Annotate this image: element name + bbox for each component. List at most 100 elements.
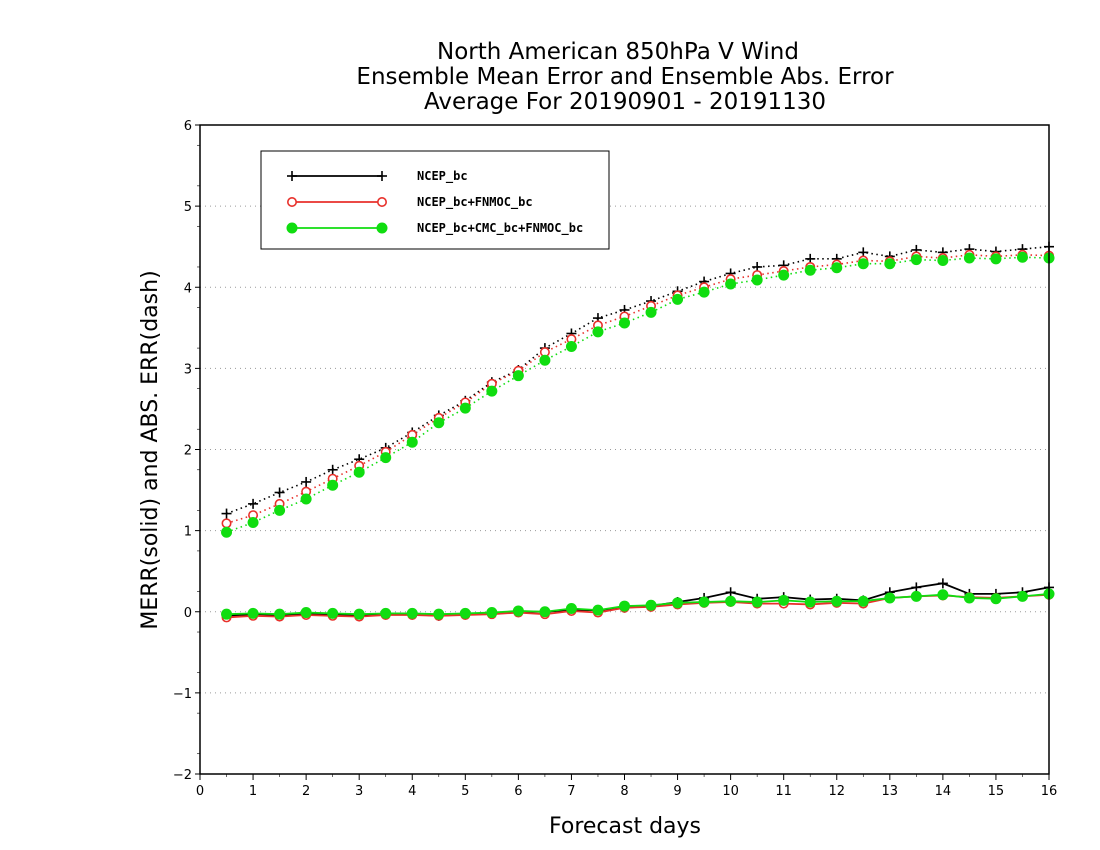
point-merr-ncep-bc-cmc-bc-fnmoc-bc bbox=[990, 593, 1002, 605]
point-abs-err-ncep-bc bbox=[274, 487, 285, 498]
legend-marker-ncep-bc-fnmoc-bc bbox=[376, 197, 387, 208]
point-merr-ncep-bc-cmc-bc-fnmoc-bc bbox=[592, 604, 604, 616]
x-tick-label: 11 bbox=[775, 784, 792, 799]
y-tick-label: 2 bbox=[184, 444, 192, 459]
x-tick-label: 10 bbox=[722, 784, 739, 799]
point-abs-err-ncep-bc-cmc-bc-fnmoc-bc bbox=[645, 306, 657, 318]
x-tick-label: 9 bbox=[673, 784, 681, 799]
point-merr-ncep-bc-cmc-bc-fnmoc-bc bbox=[778, 594, 790, 606]
point-merr-ncep-bc-cmc-bc-fnmoc-bc bbox=[353, 608, 365, 620]
point-abs-err-ncep-bc-cmc-bc-fnmoc-bc bbox=[327, 479, 339, 491]
y-tick-label: 0 bbox=[184, 606, 192, 621]
point-merr-ncep-bc-cmc-bc-fnmoc-bc bbox=[672, 597, 684, 609]
point-abs-err-ncep-bc-cmc-bc-fnmoc-bc bbox=[804, 264, 816, 276]
point-abs-err-ncep-bc-cmc-bc-fnmoc-bc bbox=[1016, 251, 1028, 263]
point-abs-err-ncep-bc-cmc-bc-fnmoc-bc bbox=[857, 258, 869, 270]
x-tick-label: 13 bbox=[882, 784, 899, 799]
point-abs-err-ncep-bc-cmc-bc-fnmoc-bc bbox=[300, 493, 312, 505]
point-merr-ncep-bc-cmc-bc-fnmoc-bc bbox=[884, 592, 896, 604]
point-merr-ncep-bc-cmc-bc-fnmoc-bc bbox=[910, 590, 922, 602]
series-line-abs-err-ncep-bc-fnmoc-bc bbox=[226, 253, 1050, 525]
x-tick-label: 1 bbox=[249, 784, 257, 799]
point-merr-ncep-bc-cmc-bc-fnmoc-bc bbox=[698, 596, 710, 608]
legend-marker-ncep-bc bbox=[377, 171, 387, 181]
point-merr-ncep-bc-cmc-bc-fnmoc-bc bbox=[512, 605, 524, 617]
legend-marker-ncep-bc-cmc-bc-fnmoc-bc bbox=[286, 222, 298, 234]
y-tick-label: 5 bbox=[184, 200, 192, 215]
y-tick-label: 4 bbox=[184, 281, 192, 296]
y-tick-label: 6 bbox=[184, 119, 192, 134]
point-abs-err-ncep-bc-cmc-bc-fnmoc-bc bbox=[486, 385, 498, 397]
y-axis-label: MERR(solid) and ABS. ERR(dash) bbox=[138, 270, 163, 629]
point-merr-ncep-bc-cmc-bc-fnmoc-bc bbox=[486, 607, 498, 619]
point-abs-err-ncep-bc-cmc-bc-fnmoc-bc bbox=[565, 340, 577, 352]
x-tick-label: 3 bbox=[355, 784, 363, 799]
point-abs-err-ncep-bc-cmc-bc-fnmoc-bc bbox=[539, 354, 551, 366]
point-merr-ncep-bc-cmc-bc-fnmoc-bc bbox=[725, 595, 737, 607]
point-abs-err-ncep-bc-cmc-bc-fnmoc-bc bbox=[459, 402, 471, 414]
point-merr-ncep-bc-cmc-bc-fnmoc-bc bbox=[406, 607, 418, 619]
point-abs-err-ncep-bc-cmc-bc-fnmoc-bc bbox=[221, 526, 233, 538]
legend-box bbox=[260, 150, 610, 250]
y-axis: −2 −1 0 1 2 3 4 5 6 bbox=[173, 119, 200, 783]
grid bbox=[200, 205, 1049, 694]
point-abs-err-ncep-bc bbox=[221, 508, 232, 519]
point-merr-ncep-bc-cmc-bc-fnmoc-bc bbox=[459, 607, 471, 619]
point-abs-err-ncep-bc bbox=[301, 476, 312, 487]
point-merr-ncep-bc-cmc-bc-fnmoc-bc bbox=[937, 589, 949, 601]
chart-subtitle-period: Average For 20190901 - 20191130 bbox=[424, 89, 826, 115]
point-merr-ncep-bc-cmc-bc-fnmoc-bc bbox=[645, 599, 657, 611]
legend-marker-ncep-bc-fnmoc-bc bbox=[286, 197, 297, 208]
chart-subtitle: Ensemble Mean Error and Ensemble Abs. Er… bbox=[356, 64, 894, 90]
point-abs-err-ncep-bc-cmc-bc-fnmoc-bc bbox=[751, 274, 763, 286]
point-abs-err-ncep-bc-fnmoc-bc bbox=[221, 518, 232, 529]
point-abs-err-ncep-bc-cmc-bc-fnmoc-bc bbox=[353, 466, 365, 478]
point-abs-err-ncep-bc-cmc-bc-fnmoc-bc bbox=[910, 254, 922, 266]
x-tick-label: 12 bbox=[828, 784, 845, 799]
point-abs-err-ncep-bc-cmc-bc-fnmoc-bc bbox=[247, 517, 259, 529]
x-tick-label: 5 bbox=[461, 784, 469, 799]
point-abs-err-ncep-bc-cmc-bc-fnmoc-bc bbox=[937, 254, 949, 266]
series-line-abs-err-ncep-bc-cmc-bc-fnmoc-bc bbox=[226, 256, 1050, 533]
x-tick-label: 8 bbox=[620, 784, 628, 799]
point-merr-ncep-bc-cmc-bc-fnmoc-bc bbox=[539, 606, 551, 618]
point-merr-ncep-bc-cmc-bc-fnmoc-bc bbox=[565, 603, 577, 615]
point-abs-err-ncep-bc-cmc-bc-fnmoc-bc bbox=[778, 269, 790, 281]
legend-label-ncep-bc-cmc-bc-fnmoc-bc: NCEP_bc+CMC_bc+FNMOC_bc bbox=[417, 221, 583, 236]
y-tick-label: 3 bbox=[184, 362, 192, 377]
point-abs-err-ncep-bc bbox=[327, 464, 338, 475]
point-merr-ncep-bc bbox=[937, 578, 948, 589]
point-merr-ncep-bc bbox=[911, 582, 922, 593]
x-tick-label: 15 bbox=[988, 784, 1005, 799]
point-merr-ncep-bc-cmc-bc-fnmoc-bc bbox=[751, 596, 763, 608]
point-abs-err-ncep-bc-cmc-bc-fnmoc-bc bbox=[963, 252, 975, 264]
point-merr-ncep-bc-cmc-bc-fnmoc-bc bbox=[327, 607, 339, 619]
legend-marker-ncep-bc bbox=[287, 171, 297, 181]
point-merr-ncep-bc-cmc-bc-fnmoc-bc bbox=[433, 608, 445, 620]
point-merr-ncep-bc-cmc-bc-fnmoc-bc bbox=[274, 608, 286, 620]
point-abs-err-ncep-bc bbox=[248, 498, 259, 509]
point-merr-ncep-bc bbox=[725, 587, 736, 598]
point-merr-ncep-bc-cmc-bc-fnmoc-bc bbox=[831, 595, 843, 607]
point-abs-err-ncep-bc-cmc-bc-fnmoc-bc bbox=[512, 370, 524, 382]
x-axis-label: Forecast days bbox=[549, 814, 701, 839]
point-abs-err-ncep-bc-cmc-bc-fnmoc-bc bbox=[831, 262, 843, 274]
point-abs-err-ncep-bc-cmc-bc-fnmoc-bc bbox=[990, 253, 1002, 265]
point-merr-ncep-bc-cmc-bc-fnmoc-bc bbox=[380, 607, 392, 619]
point-merr-ncep-bc-cmc-bc-fnmoc-bc bbox=[300, 607, 312, 619]
point-merr-ncep-bc-cmc-bc-fnmoc-bc bbox=[857, 595, 869, 607]
legend-marker-ncep-bc-cmc-bc-fnmoc-bc bbox=[376, 222, 388, 234]
point-abs-err-ncep-bc-cmc-bc-fnmoc-bc bbox=[672, 293, 684, 305]
x-axis: 0 1 2 3 4 5 6 7 8 9 10 11 12 13 14 15 16 bbox=[196, 774, 1057, 799]
point-abs-err-ncep-bc-cmc-bc-fnmoc-bc bbox=[274, 504, 286, 516]
point-abs-err-ncep-bc-cmc-bc-fnmoc-bc bbox=[884, 258, 896, 270]
x-tick-label: 7 bbox=[567, 784, 575, 799]
x-tick-label: 4 bbox=[408, 784, 416, 799]
x-tick-label: 2 bbox=[302, 784, 310, 799]
y-tick-label: 1 bbox=[184, 525, 192, 540]
series-layer bbox=[221, 241, 1055, 623]
point-merr-ncep-bc-cmc-bc-fnmoc-bc bbox=[619, 600, 630, 612]
point-abs-err-ncep-bc-cmc-bc-fnmoc-bc bbox=[592, 326, 604, 338]
x-tick-label: 14 bbox=[935, 784, 952, 799]
series-line-abs-err-ncep-bc bbox=[226, 245, 1050, 515]
